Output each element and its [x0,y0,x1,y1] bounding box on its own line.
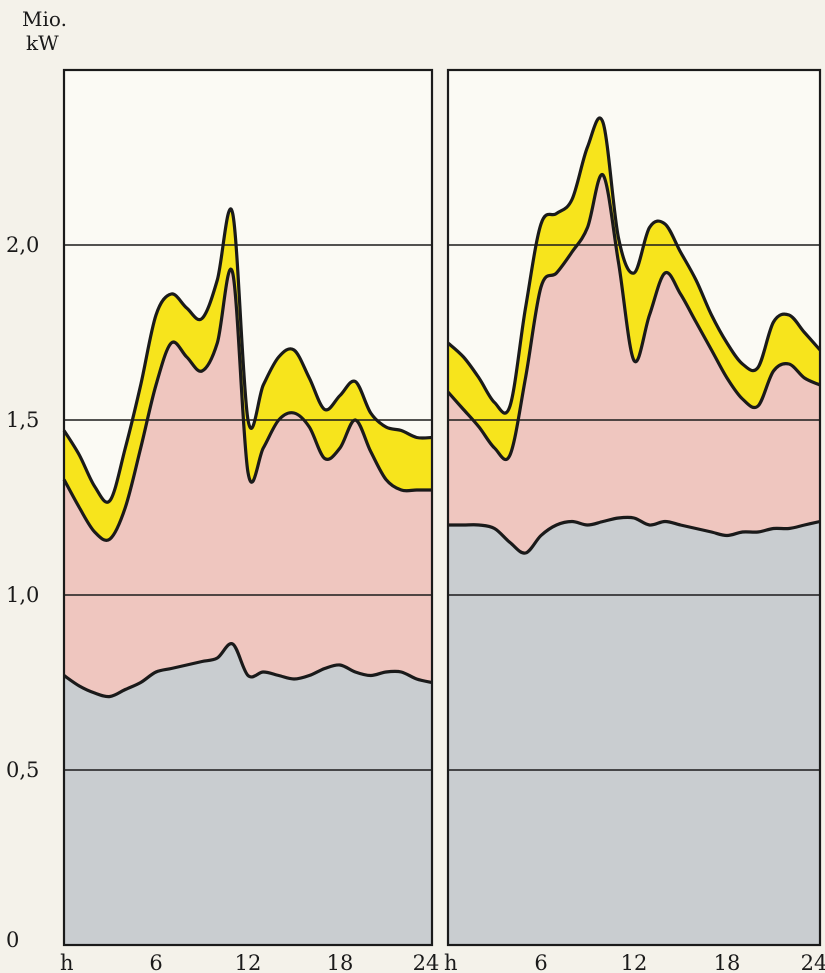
x-tick-label-panel-2-4: 24 [801,951,825,973]
middle-load-area-panel-1 [64,269,432,697]
x-tick-label-panel-2-3: 18 [714,951,741,973]
plot-frame [446,68,822,947]
plot-frame [62,68,434,947]
middle-load-boundary-panel-2 [446,173,821,462]
x-tick-label-panel-2-1: 6 [534,951,547,973]
unit-label-line-1: Mio. [22,7,67,31]
x-tick-label-panel-1-0: h [60,951,74,973]
x-tick-label-panel-1-4: 24 [413,951,440,973]
y-tick-label-1: 0,5 [6,758,39,782]
middle-load-boundary-panel-1 [62,267,432,542]
y-tick-label-3: 1,5 [6,408,39,432]
x-tick-label-panel-2-0: h [444,951,458,973]
y-tick-label-2: 1,0 [6,583,39,607]
y-tick-label-0: 0 [6,928,19,952]
x-tick-label-panel-1-1: 6 [149,951,162,973]
y-tick-label-4: 2,0 [6,233,39,257]
x-tick-label-panel-2-2: 12 [621,951,648,973]
base-load-area-panel-1 [64,643,432,945]
base-load-boundary-panel-2 [448,515,821,555]
total-load-boundary-panel-2 [446,116,822,415]
base-load-area-panel-2 [448,517,820,945]
middle-load-area-panel-2 [448,174,820,554]
peak-load-area-panel-1 [64,208,432,541]
axis-labels: Mio. kW h 6 12 18 24 0 0,5 1,0 1,5 2,0 h 6 12 18 24 [6,7,825,973]
base-load-boundary-panel-1 [63,642,433,699]
x-tick-label-panel-1-3: 18 [327,951,354,973]
peak-load-area-panel-2 [448,117,820,460]
unit-label-line-2: kW [26,31,59,55]
chart-panel-left [62,68,434,947]
total-load-boundary-panel-1 [62,207,433,504]
chart-panel-right [446,68,822,947]
x-tick-label-panel-1-2: 12 [235,951,262,973]
